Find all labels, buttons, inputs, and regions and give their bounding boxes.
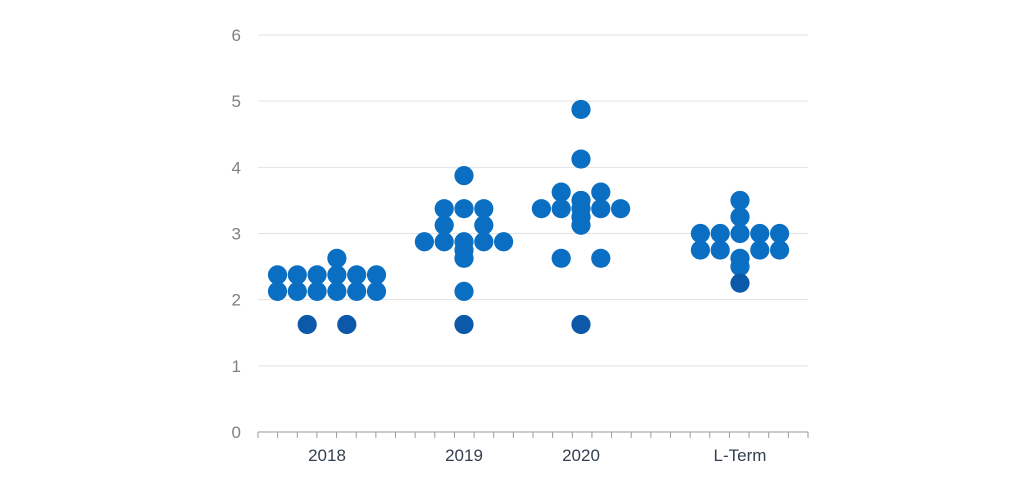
data-point [366,281,387,301]
data-point [287,281,307,301]
data-point [366,265,387,285]
data-point [730,207,750,227]
data-point [531,199,552,219]
data-point [474,199,494,219]
data-point [474,215,494,235]
data-point [327,265,347,285]
data-point [551,248,571,268]
data-point [730,190,750,211]
y-axis-tick-labels: 0 1 2 3 4 5 6 [232,26,241,442]
data-point [474,232,494,252]
data-point [307,265,327,285]
y-tick-label: 4 [232,158,241,177]
y-tick-label: 1 [232,357,241,376]
data-point [307,281,327,301]
data-point [690,240,711,260]
data-point [454,281,474,301]
x-category-label: L-Term [714,446,767,465]
data-point [327,281,347,301]
data-point [267,265,288,285]
x-axis-category-labels: 2018 2019 2020 L-Term [308,446,766,465]
x-category-label: 2018 [308,446,346,465]
data-point [730,223,750,244]
data-point [770,223,790,244]
data-point [710,240,730,260]
data-point [551,199,571,219]
data-point [571,99,591,120]
data-point [730,273,750,293]
data-point [434,199,454,219]
data-point [750,223,770,244]
data-point [434,232,454,252]
data-point [454,199,474,219]
data-points [267,99,790,335]
data-point [591,182,611,202]
data-point [454,248,474,268]
y-tick-label: 2 [232,291,241,310]
y-tick-label: 0 [232,423,241,442]
data-point [267,281,288,301]
data-point [551,182,571,202]
data-point [770,240,790,260]
data-point [347,265,367,285]
y-tick-label: 5 [232,92,241,111]
data-point [571,215,591,235]
y-tick-label: 6 [232,26,241,45]
data-point [347,281,367,301]
data-point [454,166,474,186]
x-category-label: 2020 [562,446,600,465]
data-point [454,314,474,335]
data-point [571,149,591,169]
gridlines [258,34,808,367]
data-point [297,314,317,335]
data-point [414,232,434,252]
y-tick-label: 3 [232,225,241,244]
x-category-label: 2019 [445,446,483,465]
data-point [750,240,770,260]
data-point [327,248,347,268]
data-point [337,314,357,335]
data-point [611,199,631,219]
data-point [591,248,611,268]
data-point [287,265,307,285]
data-point [494,232,514,252]
data-point [571,314,591,335]
data-point [730,256,750,277]
x-axis [257,431,809,438]
data-point [434,215,454,235]
data-point [690,223,711,244]
data-point [710,223,730,244]
data-point [591,199,611,219]
